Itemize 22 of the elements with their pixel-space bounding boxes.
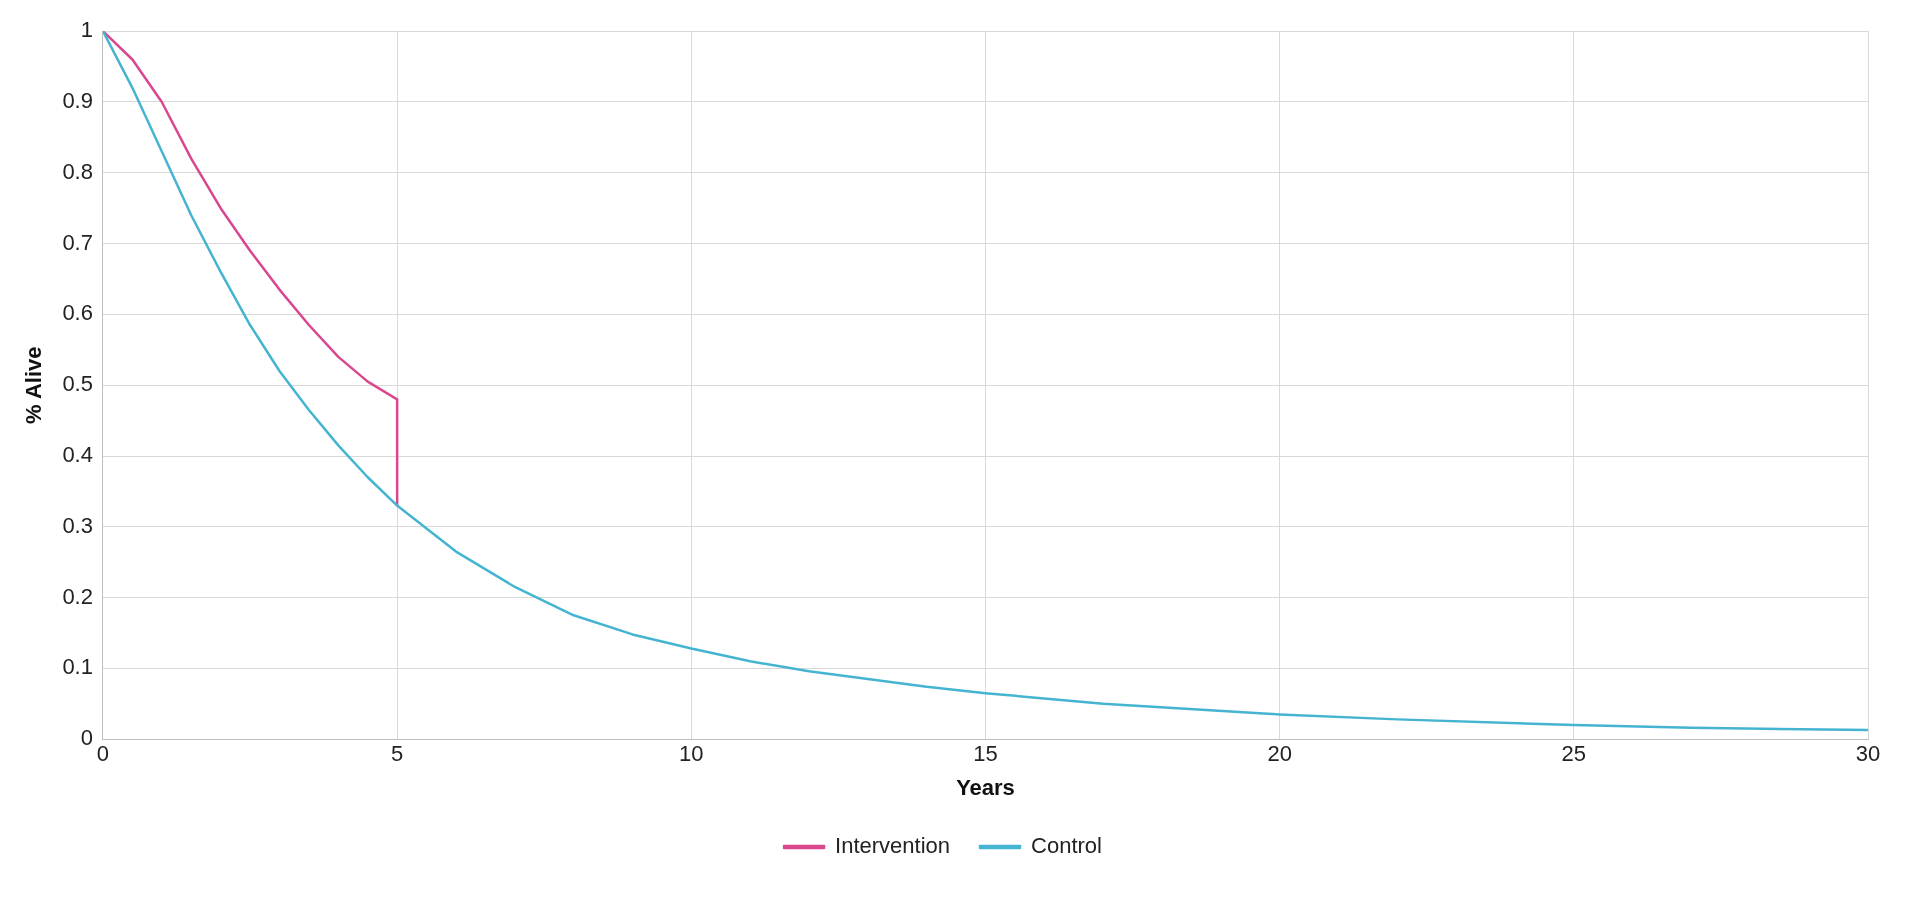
y-tick-label: 0.3 — [62, 512, 93, 538]
y-tick-label: 1 — [80, 17, 93, 43]
y-tick-label: 0.1 — [62, 654, 93, 680]
y-axis-title: % Alive — [21, 346, 47, 424]
y-tick-label: 0.4 — [62, 442, 93, 468]
legend-label: Control — [1031, 833, 1102, 859]
x-tick-label: 5 — [391, 741, 404, 767]
y-tick-label: 0.9 — [62, 88, 93, 114]
x-tick-label: 15 — [973, 741, 998, 767]
legend-label: Intervention — [835, 833, 951, 859]
y-tick-label: 0.2 — [62, 583, 93, 609]
y-tick-label: 0.6 — [62, 300, 93, 326]
x-tick-label: 10 — [679, 741, 704, 767]
x-tick-label: 20 — [1267, 741, 1292, 767]
y-tick-label: 0.7 — [62, 229, 93, 255]
x-tick-label: 25 — [1561, 741, 1587, 767]
x-axis-title: Years — [956, 774, 1015, 800]
x-tick-label: 0 — [96, 741, 110, 767]
x-tick-label: 30 — [1855, 741, 1881, 767]
y-tick-label: 0.5 — [62, 371, 93, 397]
y-tick-label: 0 — [80, 725, 93, 751]
y-tick-label: 0.8 — [62, 158, 93, 184]
